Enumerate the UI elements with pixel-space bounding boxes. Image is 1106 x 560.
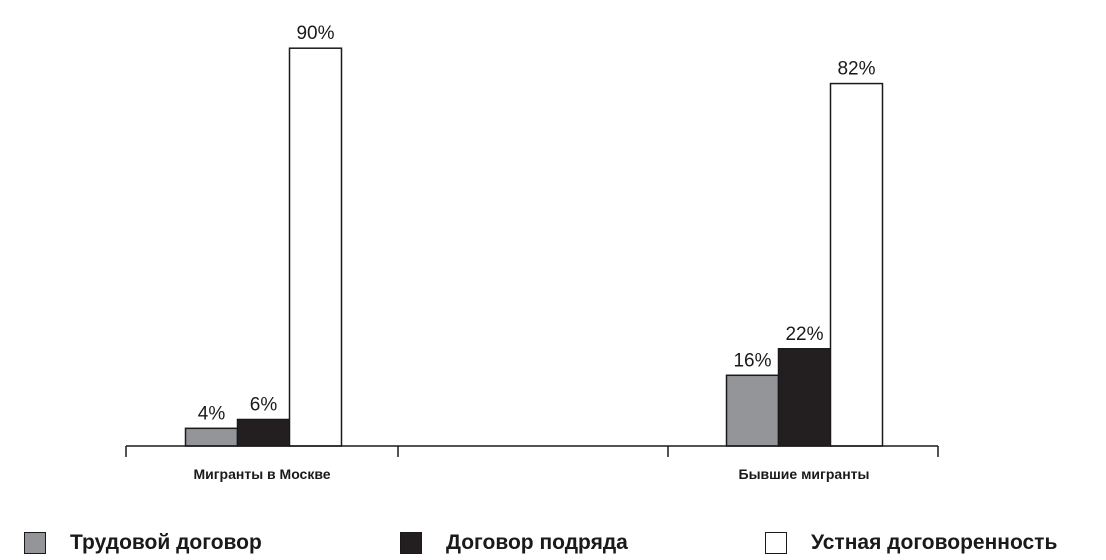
legend-label-verbal-agreement: Устная договоренность (811, 531, 1058, 554)
legend-label-work-contract: Договор подряда (446, 531, 628, 554)
legend-label-labor-contract: Трудовой договор (70, 531, 262, 554)
legend-swatch-verbal-agreement (765, 532, 787, 554)
bar-0-2 (288, 47, 343, 447)
legend: Трудовой договор Договор подряда Устная … (0, 531, 1106, 560)
legend-item-labor-contract: Трудовой договор (24, 531, 262, 555)
bar-1-2 (829, 82, 884, 447)
bar-0-1 (236, 418, 291, 447)
legend-item-work-contract: Договор подряда (400, 531, 628, 555)
legend-swatch-labor-contract (24, 532, 46, 554)
value-label-0-2: 90% (296, 23, 334, 44)
x-tick-label-1: Бывшие мигранты (739, 466, 870, 482)
value-label-1-1: 22% (785, 324, 823, 345)
x-tick-label-0: Мигранты в Москве (193, 466, 330, 482)
value-label-1-0: 16% (733, 350, 771, 371)
legend-swatch-work-contract (400, 532, 422, 554)
bar-1-0 (725, 374, 780, 447)
value-label-0-1: 6% (250, 394, 278, 415)
legend-item-verbal-agreement: Устная договоренность (765, 531, 1057, 555)
bar-0-0 (184, 427, 239, 447)
value-label-0-0: 4% (198, 403, 226, 424)
value-label-1-2: 82% (837, 59, 875, 80)
bar-1-1 (777, 348, 832, 447)
